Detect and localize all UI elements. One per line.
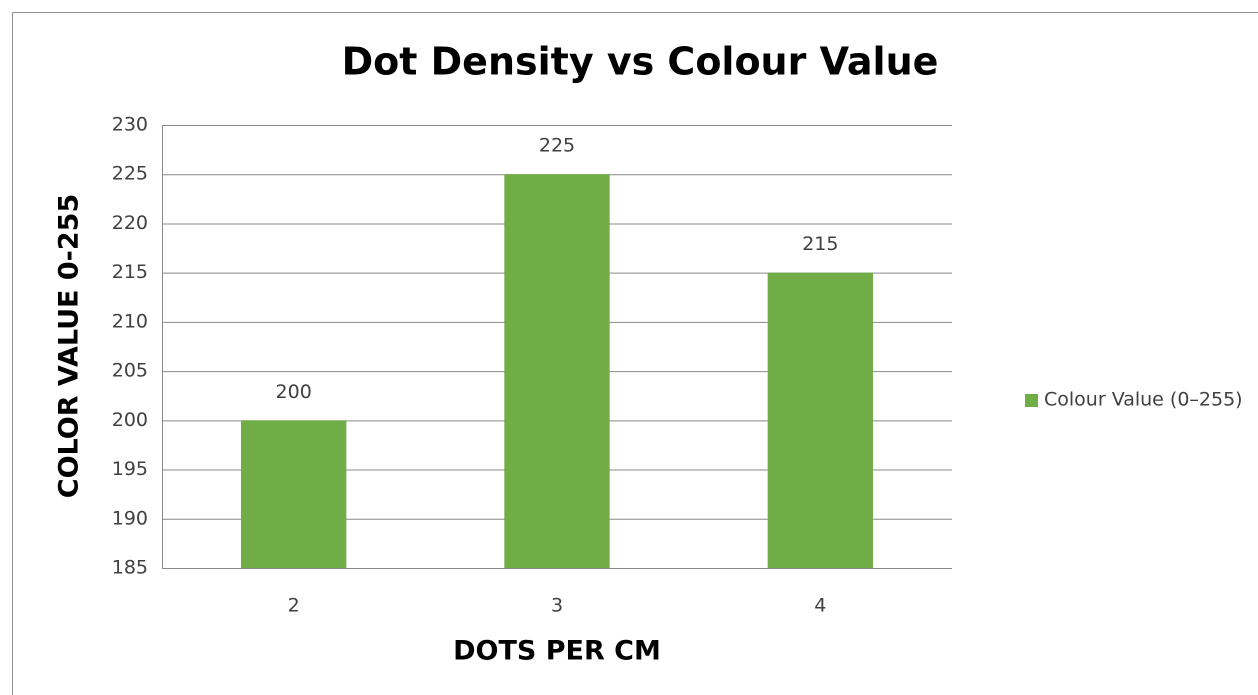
y-tick-label: 195	[112, 458, 148, 480]
legend-swatch	[1025, 394, 1038, 407]
y-tick-label: 210	[112, 310, 148, 332]
x-tick-label: 4	[814, 595, 826, 617]
y-tick-label: 205	[112, 360, 148, 382]
bar	[767, 272, 873, 568]
y-tick-label: 230	[112, 114, 148, 136]
x-axis-label: DOTS PER CM	[453, 636, 661, 667]
data-label: 215	[802, 233, 838, 255]
y-tick-label: 225	[112, 163, 148, 185]
bar	[241, 420, 347, 568]
y-tick-label: 185	[112, 557, 148, 579]
bar	[504, 174, 610, 568]
y-tick-label: 190	[112, 507, 148, 529]
y-axis-label: COLOR VALUE 0-255	[54, 194, 85, 498]
chart-title: Dot Density vs Colour Value	[342, 40, 939, 84]
x-tick-label: 2	[288, 595, 300, 617]
data-label: 225	[539, 135, 575, 157]
y-tick-label: 220	[112, 212, 148, 234]
y-tick-label: 215	[112, 261, 148, 283]
x-tick-label: 3	[551, 595, 563, 617]
legend-label: Colour Value (0–255)	[1044, 389, 1243, 411]
data-label: 200	[276, 381, 312, 403]
y-tick-label: 200	[112, 409, 148, 431]
